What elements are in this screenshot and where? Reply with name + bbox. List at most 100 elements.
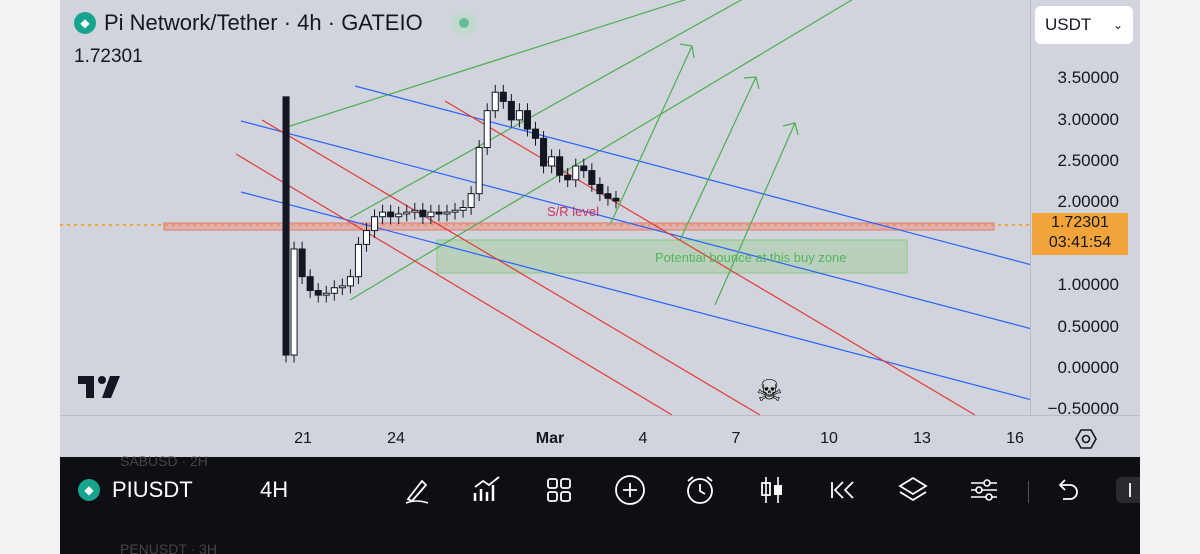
sr-level-band — [163, 222, 995, 231]
current-price-value: 1.72301 — [1051, 214, 1109, 231]
bar-countdown: 03:41:54 — [1048, 234, 1112, 251]
candle-body — [411, 209, 419, 213]
candle-body — [379, 211, 387, 218]
price-axis[interactable]: 3.50000 3.00000 2.50000 2.00000 1.00000 … — [1030, 0, 1140, 418]
alert-clock-icon[interactable] — [683, 473, 717, 507]
sr-level-label: S/R level — [547, 204, 600, 219]
candle-body — [435, 211, 443, 215]
candle-body — [548, 156, 556, 167]
candle-body — [387, 211, 395, 218]
candle-body — [346, 276, 354, 287]
candle-body — [419, 209, 427, 218]
add-icon[interactable] — [613, 473, 647, 507]
red-channel — [235, 100, 976, 416]
bottom-toolbar: SABUSD · 2H PENUSDT · 3H ◆ PIUSDT 4H — [60, 453, 1140, 554]
chart-settings-icon[interactable] — [1075, 428, 1097, 450]
time-axis[interactable]: 21 24 Mar 4 7 10 13 16 — [60, 415, 1140, 458]
candle-body — [338, 285, 346, 289]
candle-body — [588, 170, 596, 185]
time-tick: 10 — [820, 430, 838, 447]
settings-sliders-icon[interactable] — [967, 473, 1001, 507]
layout-grid-icon[interactable] — [542, 473, 576, 507]
tradingview-logo-icon — [78, 376, 120, 398]
current-price-label: 1.72301 03:41:54 — [1032, 213, 1128, 255]
price-tick: 1.00000 — [1057, 275, 1119, 294]
interval-selector[interactable]: 4H — [260, 477, 289, 502]
chart-svg — [60, 0, 1033, 416]
pi-logo-icon: ◆ — [74, 12, 96, 34]
replay-icon[interactable] — [826, 473, 860, 507]
more-tools-icon[interactable] — [1110, 473, 1140, 507]
skull-crossbones-icon: ☠ — [756, 375, 783, 408]
chevron-down-icon: ⌄ — [1112, 18, 1123, 32]
price-tick: 0.00000 — [1057, 358, 1119, 377]
indicators-icon[interactable] — [470, 473, 504, 507]
candle-body — [604, 193, 612, 199]
drawing-tools-icon[interactable] — [400, 473, 434, 507]
candle-body — [564, 174, 572, 181]
candle-body — [515, 110, 523, 121]
candle-body — [395, 213, 403, 218]
time-tick: 21 — [294, 430, 312, 447]
price-tick: 0.50000 — [1057, 317, 1119, 336]
last-price: 1.72301 — [74, 46, 143, 67]
symbol-selector[interactable]: ◆ PIUSDT — [78, 477, 193, 503]
time-tick: 16 — [1006, 430, 1024, 447]
candle-body — [354, 243, 362, 278]
layers-icon[interactable] — [896, 473, 930, 507]
candlestick-series — [282, 84, 620, 363]
candle-body — [282, 96, 290, 356]
chart-title: Pi Network/Tether · 4h · GATEIO — [104, 10, 423, 35]
time-tick: 7 — [731, 430, 741, 447]
green-arrows — [609, 43, 799, 306]
chart-canvas[interactable]: ◆ Pi Network/Tether · 4h · GATEIO 1.7230… — [60, 0, 1033, 416]
time-tick: 13 — [913, 430, 931, 447]
market-status-icon[interactable] — [450, 10, 477, 36]
candle-body — [314, 290, 322, 296]
undo-icon[interactable] — [1050, 473, 1084, 507]
candle-body — [427, 211, 435, 218]
ghost-symbol-below: PENUSDT · 3H — [120, 541, 217, 554]
price-tick: 2.00000 — [1057, 192, 1119, 211]
candle-body — [443, 211, 451, 215]
candle-body — [491, 91, 499, 112]
candle-body — [298, 248, 306, 278]
candle-body — [580, 165, 588, 172]
candle-body — [531, 128, 540, 139]
candle-body — [507, 100, 515, 121]
price-tick: 3.00000 — [1057, 110, 1119, 129]
chart-header: ◆ Pi Network/Tether · 4h · GATEIO — [74, 10, 477, 36]
price-tick: 3.50000 — [1057, 68, 1119, 87]
green-channel — [283, 0, 853, 301]
candle-body — [572, 165, 580, 181]
price-tick: 2.50000 — [1057, 151, 1119, 170]
candle-body — [475, 147, 483, 195]
time-tick: 24 — [387, 430, 405, 447]
candle-body — [371, 216, 379, 232]
candle-body — [523, 110, 531, 130]
buy-zone-rect — [436, 239, 908, 274]
candle-body — [612, 197, 620, 202]
time-tick: Mar — [535, 430, 565, 447]
candle-body — [306, 276, 314, 291]
candle-body — [290, 248, 298, 356]
price-tick: −0.50000 — [1047, 399, 1119, 418]
candle-body — [322, 292, 330, 296]
candle-body — [459, 207, 467, 211]
pi-logo-icon: ◆ — [78, 479, 100, 501]
candle-body — [403, 211, 411, 215]
symbol-label: PIUSDT — [112, 477, 193, 502]
candle-body — [556, 156, 564, 176]
buy-zone-label: Potential bounce at this buy zone — [655, 250, 847, 265]
candle-body — [467, 193, 475, 209]
candle-body — [330, 287, 338, 294]
candle-body — [451, 209, 459, 213]
currency-select[interactable]: USDT ⌄ — [1035, 6, 1133, 44]
candle-body — [596, 183, 604, 195]
candle-body — [483, 110, 491, 149]
candle-style-icon[interactable] — [755, 473, 789, 507]
toolbar-separator — [1028, 481, 1029, 503]
candle-body — [540, 137, 548, 167]
time-tick: 4 — [638, 430, 648, 447]
ghost-symbol-above: SABUSD · 2H — [120, 453, 208, 469]
